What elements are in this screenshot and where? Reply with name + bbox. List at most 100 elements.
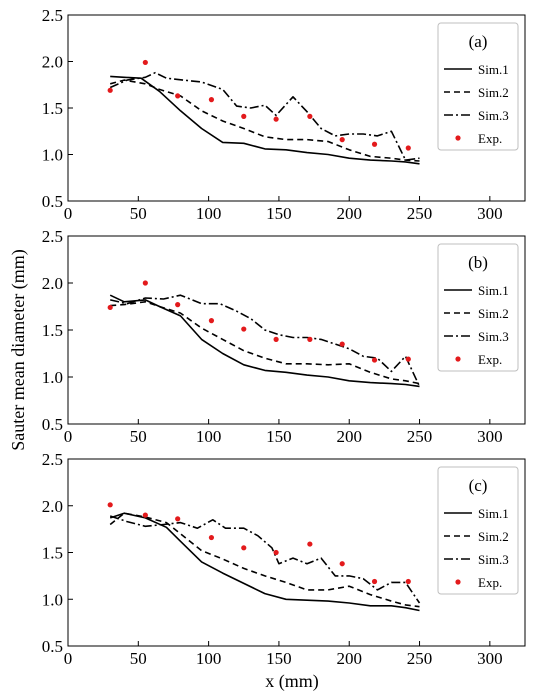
legend-entry-label: Sim.3: [478, 108, 509, 123]
exp-data-point: [273, 336, 279, 342]
x-axis-label: x (mm): [265, 671, 319, 692]
exp-data-point: [405, 145, 411, 151]
y-tick-label: 1.5: [42, 321, 63, 340]
y-tick-label: 2.0: [42, 497, 63, 516]
legend: (c) Sim.1 Sim.2 Sim.3 Exp.: [437, 466, 519, 595]
y-tick-label: 0.5: [42, 415, 63, 434]
exp-data-point: [208, 97, 215, 103]
x-tick-label: 150: [266, 649, 292, 668]
legend-entry-label: Sim.2: [478, 85, 509, 100]
exp-data-point: [273, 549, 279, 556]
x-tick-label: 50: [130, 427, 147, 446]
exp-data-point: [371, 357, 378, 363]
exp-data-point: [307, 336, 313, 342]
x-tick-label: 300: [477, 204, 503, 223]
chart-panel: 0 50 100 150 200 250 300 0.5 1.0 1.5 2.0 2.5 (b) Sim.…: [42, 227, 526, 446]
legend-marker: [455, 135, 461, 141]
x-tick-label: 250: [407, 649, 433, 668]
x-tick-label: 250: [407, 204, 433, 223]
legend: (b) Sim.1 Sim.2 Sim.3 Exp.: [437, 243, 519, 372]
panel-label: (b): [468, 253, 488, 272]
exp-data-point: [208, 318, 215, 324]
exp-data-point: [339, 137, 345, 143]
y-tick-label: 2.5: [42, 6, 63, 25]
chart-panel: 0 50 100 150 200 250 300 0.5 1.0 1.5 2.0 2.5 (c) Sim.…: [42, 450, 526, 668]
exp-data-point: [107, 502, 113, 508]
series-line-sim1: [109, 512, 420, 612]
exp-data-point: [371, 578, 378, 585]
x-tick-label: 50: [130, 649, 147, 668]
x-tick-label: 300: [477, 649, 503, 668]
legend-box: [437, 243, 519, 372]
exp-data-point: [175, 516, 181, 522]
chart-panel: 0 50 100 150 200 250 300 0.5 1.0 1.5 2.0 2.5 (a) Sim.…: [42, 6, 526, 223]
y-tick-label: 2.0: [42, 53, 63, 72]
legend-entry-label: Exp.: [478, 575, 502, 590]
panel-label: (c): [469, 476, 488, 495]
exp-data-point: [405, 356, 411, 362]
exp-data-point: [371, 141, 378, 147]
panel-label: (a): [469, 32, 488, 51]
x-tick-label: 100: [196, 204, 222, 223]
y-axis-label: Sauter mean diameter (mm): [8, 249, 29, 450]
legend-entry-label: Sim.3: [478, 552, 509, 567]
exp-data-point: [107, 304, 113, 311]
series-line-sim3: [109, 71, 420, 161]
y-tick-label: 2.5: [42, 227, 63, 246]
x-tick-label: 300: [477, 427, 503, 446]
exp-data-point: [142, 280, 148, 286]
series-line-sim1: [110, 75, 420, 165]
series-line-sim2: [109, 79, 420, 162]
exp-data-point: [307, 541, 313, 547]
exp-data-point: [175, 302, 181, 308]
legend-entry-label: Exp.: [478, 131, 502, 146]
series-line-sim1: [109, 294, 420, 388]
exp-data-point: [208, 534, 215, 541]
y-tick-label: 1.5: [42, 99, 63, 118]
exp-data-point: [142, 59, 148, 66]
exp-data-point: [273, 116, 279, 122]
legend-box: [437, 22, 519, 151]
y-tick-label: 2.5: [42, 450, 63, 469]
y-tick-label: 1.0: [42, 368, 63, 387]
x-tick-label: 100: [196, 427, 222, 446]
x-tick-label: 150: [266, 427, 292, 446]
series-line-sim3: [109, 515, 421, 604]
exp-data-point: [241, 545, 247, 551]
series-line-sim2: [110, 300, 420, 385]
y-tick-label: 1.0: [42, 146, 63, 165]
chart-panels: 0 50 100 150 200 250 300 0.5 1.0 1.5 2.0 2.5 (a) Sim.…: [42, 6, 526, 668]
series-line-sim2: [109, 512, 420, 608]
legend-entry-label: Sim.1: [478, 62, 509, 77]
legend-entry-label: Sim.3: [478, 329, 509, 344]
x-tick-label: 250: [407, 427, 433, 446]
x-tick-label: 50: [130, 204, 147, 223]
exp-data-point: [241, 113, 247, 119]
x-tick-label: 200: [336, 204, 362, 223]
exp-data-point: [241, 326, 247, 332]
y-tick-label: 1.0: [42, 590, 63, 609]
series-line-sim3: [110, 294, 421, 387]
x-tick-label: 100: [196, 649, 222, 668]
legend: (a) Sim.1 Sim.2 Sim.3 Exp.: [437, 22, 519, 151]
legend-marker: [455, 579, 461, 585]
legend-entry-label: Exp.: [478, 352, 502, 367]
exp-data-point: [339, 561, 345, 567]
x-tick-label: 200: [336, 649, 362, 668]
y-tick-label: 1.5: [42, 544, 63, 563]
x-tick-label: 0: [64, 427, 73, 446]
legend-entry-label: Sim.2: [478, 529, 509, 544]
exp-data-point: [175, 93, 181, 99]
x-tick-label: 150: [266, 204, 292, 223]
y-tick-label: 0.5: [42, 637, 63, 656]
legend-entry-label: Sim.1: [478, 283, 509, 298]
legend-entry-label: Sim.1: [478, 506, 509, 521]
x-tick-label: 0: [64, 649, 73, 668]
x-tick-label: 200: [336, 427, 362, 446]
y-tick-label: 2.0: [42, 274, 63, 293]
exp-data-point: [339, 341, 345, 347]
exp-data-point: [142, 512, 148, 518]
exp-data-point: [107, 87, 113, 93]
exp-data-point: [307, 113, 313, 119]
